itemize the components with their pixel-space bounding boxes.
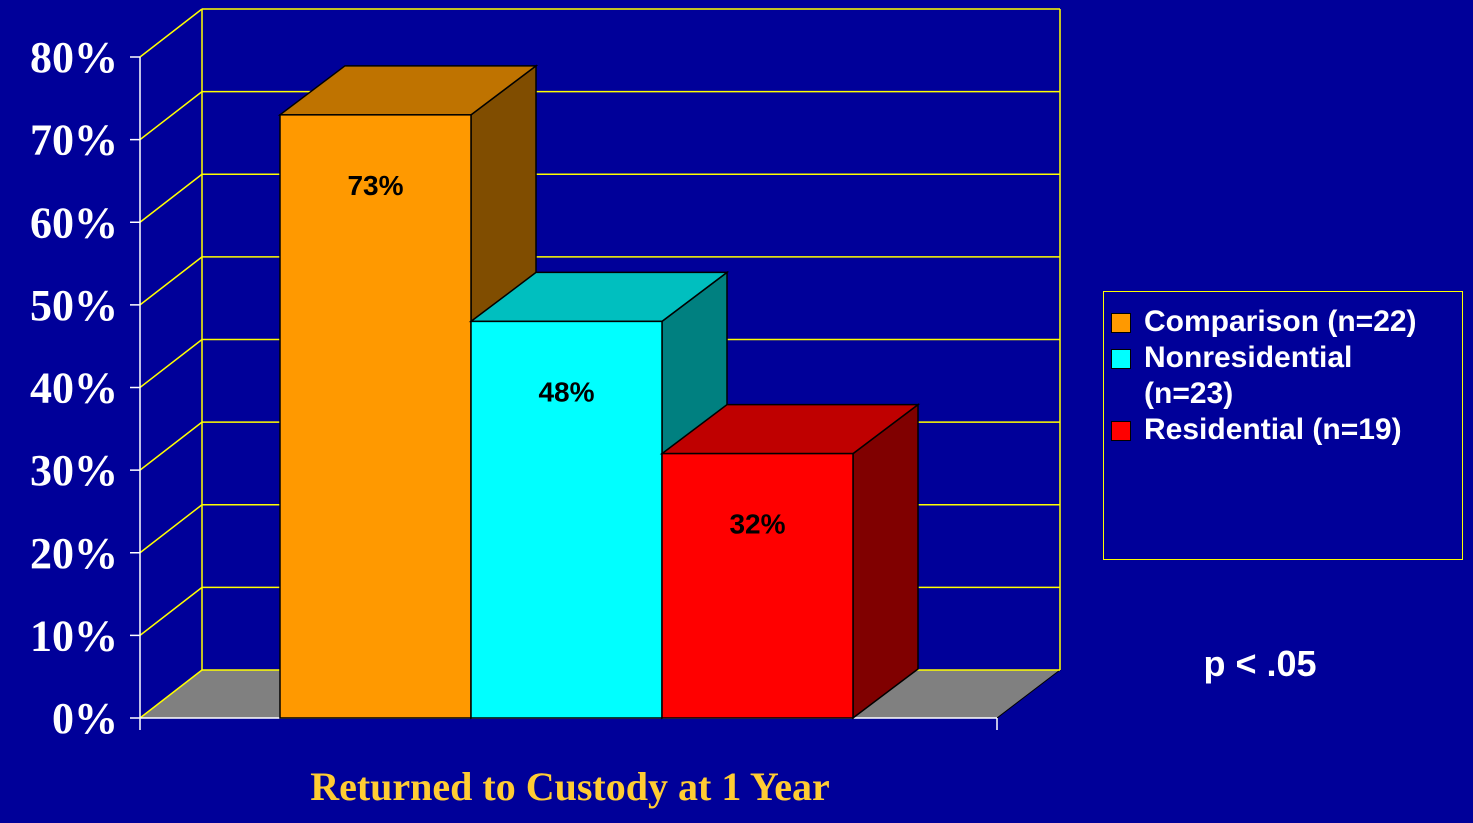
y-tick-label: 50% [30,281,118,330]
y-tick-label: 40% [30,364,118,413]
value-label: 32% [729,509,785,540]
grid-line-side [139,173,203,223]
y-tick-label: 0% [52,694,118,743]
grid-line-side [139,586,203,636]
bar [470,320,663,719]
legend: Comparison (n=22) Nonresidential (n=23) Re… [1103,291,1463,560]
grid-line-side [139,91,203,141]
value-label: 73% [347,170,403,201]
annotation: p < .05 [1203,643,1316,684]
legend-swatch [1111,313,1131,333]
legend-label: Residential (n=19) [1144,413,1402,446]
legend-item: Comparison (n=22) [1111,304,1424,340]
grid-line-side [139,421,203,471]
y-tick-label: 20% [30,529,118,578]
y-tick-label: 60% [30,198,118,247]
legend-label: Comparison (n=22) [1144,305,1417,338]
grid-line-side [139,338,203,389]
bar [661,452,854,719]
x-axis-label: Returned to Custody at 1 Year [310,764,830,809]
legend-item: Nonresidential (n=23) [1111,340,1424,412]
y-tick-label: 30% [30,446,118,495]
bar [279,114,472,719]
value-label: 48% [538,376,594,407]
grid-line-side [139,669,203,719]
legend-swatch [1111,349,1131,369]
y-tick-label: 10% [30,611,118,660]
y-tick-label: 70% [30,116,118,165]
legend-item: Residential (n=19) [1111,412,1424,448]
y-tick-label: 80% [30,33,118,82]
grid-line-side [139,256,203,306]
legend-swatch [1111,421,1131,441]
legend-label: Nonresidential (n=23) [1144,341,1353,410]
bar-side [852,403,919,720]
grid-line-side [139,504,203,554]
grid-line-side [139,8,203,58]
